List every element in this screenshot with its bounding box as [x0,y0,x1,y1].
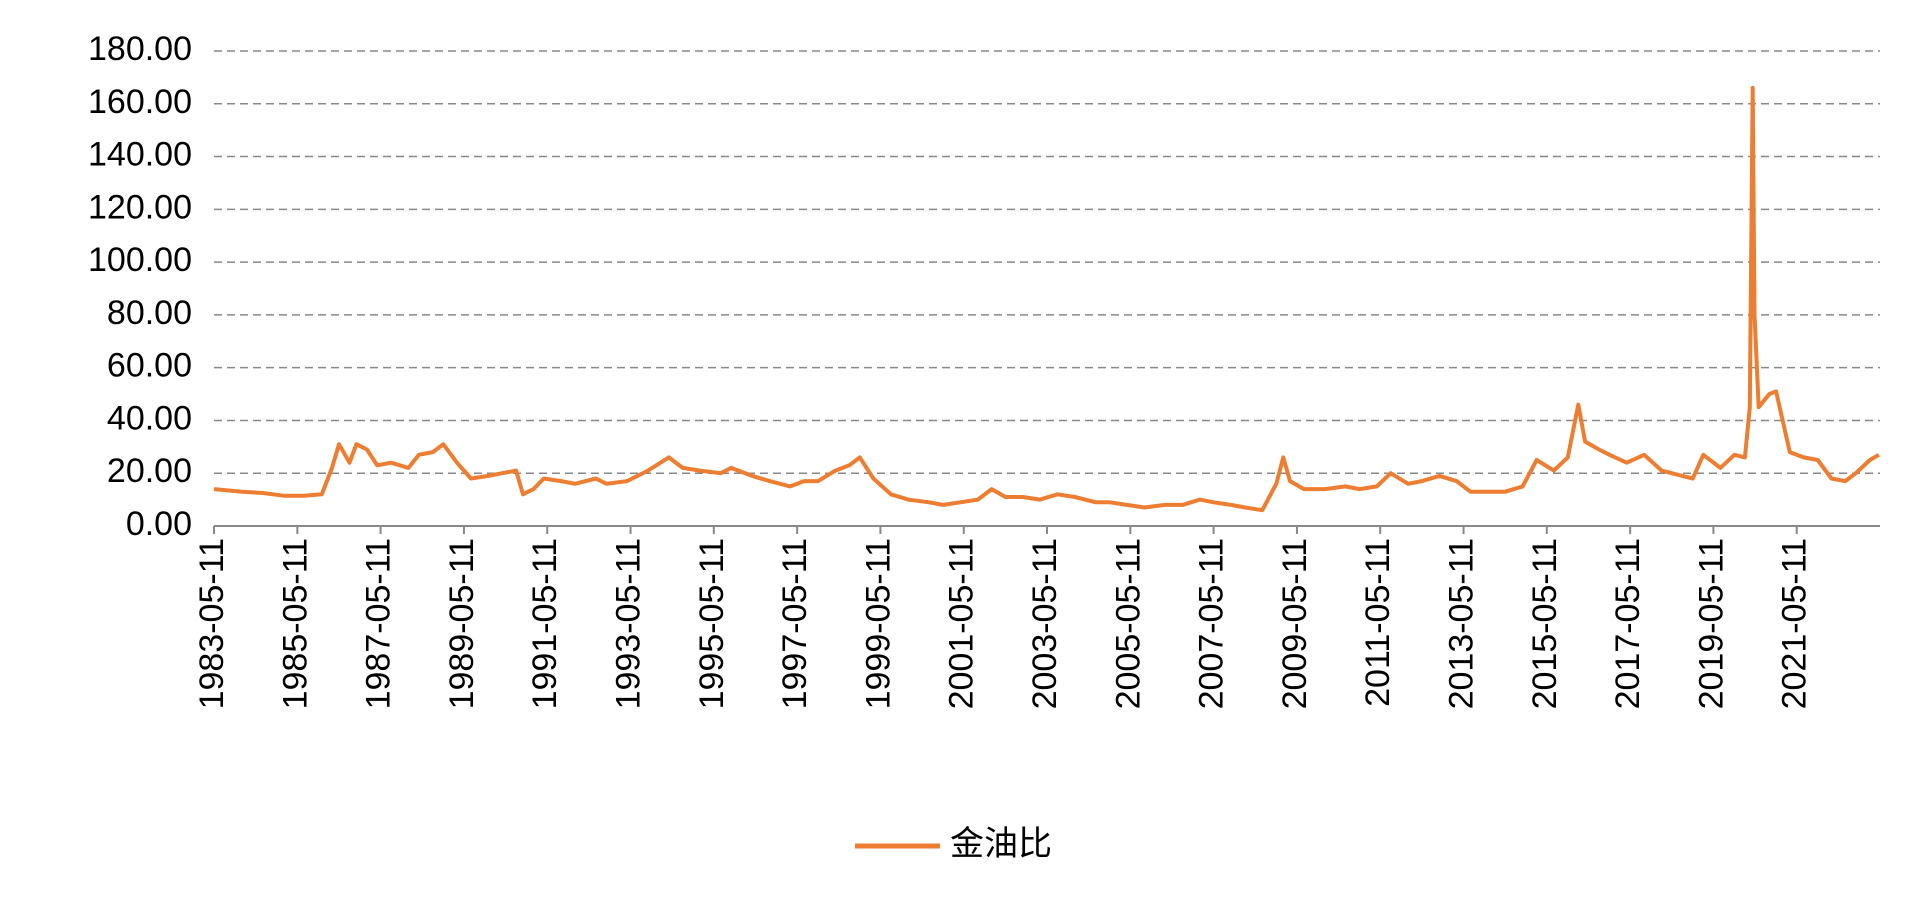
x-tick-label: 1987-05-11 [360,538,398,709]
y-tick-label: 20.00 [107,452,192,490]
y-tick-label: 100.00 [88,241,192,279]
y-tick-label: 180.00 [88,30,192,68]
x-tick-label: 2003-05-11 [1026,538,1064,709]
x-tick-label: 2015-05-11 [1526,538,1564,709]
x-tick-label: 1983-05-11 [193,538,231,709]
series-line [213,85,1880,513]
y-tick-label: 120.00 [88,188,192,226]
x-tick-label: 1995-05-11 [693,538,731,709]
x-tick-label: 1991-05-11 [526,538,564,709]
x-tick-label: 1985-05-11 [276,538,314,709]
y-tick-label: 80.00 [107,294,192,332]
y-tick-label: 40.00 [107,399,192,437]
legend-label: 金油比 [950,825,1052,863]
x-tick-label: 2017-05-11 [1609,538,1647,709]
x-tick-label: 2001-05-11 [943,538,981,709]
x-tick-label: 1989-05-11 [443,538,481,709]
x-tick-label: 2009-05-11 [1276,538,1314,709]
y-tick-label: 0.00 [126,505,192,543]
x-tick-label: 2019-05-11 [1692,538,1730,709]
y-tick-label: 160.00 [88,83,192,121]
x-tick-label: 2013-05-11 [1443,538,1481,709]
x-tick-label: 2007-05-11 [1193,538,1231,709]
x-tick-label: 1999-05-11 [859,538,897,709]
x-tick-label: 1993-05-11 [610,538,648,709]
x-tick-label: 2021-05-11 [1776,538,1814,709]
x-tick-label: 1997-05-11 [776,538,814,709]
y-tick-label: 140.00 [88,136,192,174]
x-tick-label: 2011-05-11 [1359,538,1397,707]
y-tick-label: 60.00 [107,347,192,385]
x-tick-label: 2005-05-11 [1109,538,1147,709]
